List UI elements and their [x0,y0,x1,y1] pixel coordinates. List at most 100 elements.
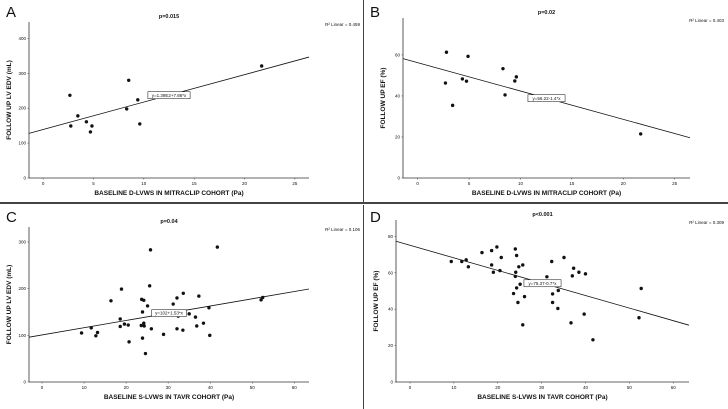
x-tick-label: 60 [292,385,298,390]
y-tick-label: 200 [18,286,26,291]
data-point [556,306,560,311]
data-point [460,259,464,264]
x-axis-label: BASELINE D-LVWS IN MITRACLIP COHORT (Pa) [472,190,621,197]
y-axis-label: FOLLOW UP EF (%) [380,68,387,129]
chart-title: p=0.02 [538,10,555,16]
x-axis-label: BASELINE S-LVWS IN TAVR COHORT (Pa) [477,394,607,401]
data-point [69,124,73,128]
data-point [638,132,643,136]
data-point [570,274,575,278]
data-point [122,322,127,326]
data-point [489,248,494,253]
x-tick-label: 40 [583,385,589,390]
data-point [124,107,129,111]
x-tick-label: 20 [124,385,130,390]
data-point [95,330,100,335]
data-point [84,120,89,124]
data-point [143,351,148,356]
y-tick-label: 60 [388,270,394,275]
data-point [521,323,525,327]
data-point [149,327,154,331]
data-point [171,302,175,306]
data-point [181,291,185,295]
data-point [76,114,80,118]
data-point [138,122,142,126]
y-tick-label: 0 [23,176,26,181]
data-point [161,332,166,337]
data-point [175,296,179,300]
data-point [142,321,146,325]
fit-equation-box [147,91,191,100]
fit-equation-label: y=1.39E2+7.86*x [152,93,187,98]
fit-equation-box [151,309,187,317]
data-point [126,323,130,327]
data-point [259,64,264,68]
y-tick-label: 20 [388,343,394,348]
data-point [464,79,469,83]
x-tick-label: 20 [495,385,501,390]
x-tick-label: 20 [621,181,627,186]
data-point [503,93,507,97]
data-point [195,324,199,328]
data-point [119,287,124,291]
x-tick-label: 0 [41,385,44,390]
x-tick-label: 20 [242,181,248,186]
data-point [443,81,448,85]
data-point [556,288,560,293]
data-point [68,93,72,97]
data-point [545,275,549,279]
data-point [208,333,212,338]
data-point [136,98,140,102]
data-point [142,324,146,328]
fit-equation-box [527,94,566,103]
data-point [444,50,449,54]
data-point [501,66,505,71]
x-tick-label: 50 [250,385,256,390]
y-tick-label: 0 [397,176,400,181]
data-point [201,321,206,325]
data-point [639,286,643,291]
data-point [513,79,517,83]
data-point [148,248,153,252]
x-tick-label: 5 [92,181,95,186]
data-point [499,255,503,260]
data-point [142,298,146,302]
x-tick-label: 25 [292,181,298,186]
x-tick-label: 25 [672,181,678,186]
x-axis-label: BASELINE D-LVWS IN MITRACLIP COHORT (Pa) [94,190,243,197]
data-point [522,294,527,299]
y-tick-label: 0 [390,380,393,385]
data-point [637,316,641,320]
data-point [261,295,265,300]
x-tick-label: 15 [569,181,575,186]
data-point [147,284,152,288]
data-point [450,103,455,108]
fit-equation-label: y=56.22-1.4*x [533,96,562,101]
r-squared-label: R² Linear = 0.106 [325,227,360,232]
data-point [139,323,143,328]
data-point [464,258,468,262]
fit-equation-label: y=75.37-0.7*x [529,281,558,286]
data-point [511,291,516,296]
data-point [145,304,150,308]
chart-title: p=0.04 [160,219,178,225]
y-tick-label: 100 [18,141,26,146]
data-point [514,75,519,79]
x-tick-label: 0 [409,385,412,390]
data-point [562,255,566,260]
data-point [140,336,145,340]
x-tick-label: 0 [42,181,45,186]
data-point [90,124,94,128]
data-point [88,130,93,134]
y-tick-label: 300 [18,71,26,76]
data-point [480,250,484,255]
x-tick-label: 60 [671,385,677,390]
x-tick-label: 10 [82,385,88,390]
data-point [489,263,494,267]
